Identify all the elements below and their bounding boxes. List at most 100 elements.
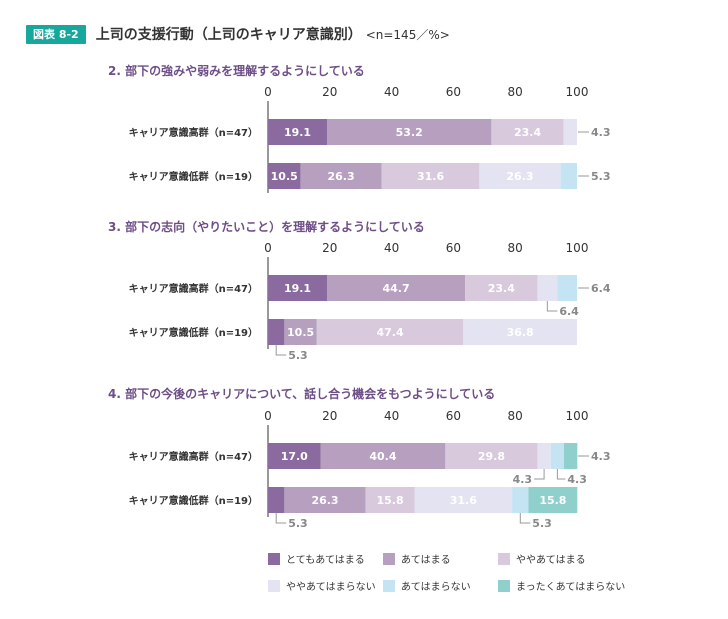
data-label: 5.3 [532,517,552,530]
stacked-bar-chart: 0 20 40 60 80 100 キャリア意識高群（n=47） 19.1 53.2 23.4 4.… [129,85,611,530]
bar-segment [268,487,285,513]
bar-segment [550,443,565,469]
figure-title: 上司の支援行動（上司のキャリア意識別） [95,27,362,43]
data-label: 4.3 [513,473,533,486]
data-label: 19.1 [284,126,311,139]
data-label: 23.4 [488,282,515,295]
data-label: 5.3 [288,349,308,362]
data-label: 47.4 [376,326,403,339]
data-label: 26.3 [328,170,355,183]
legend-item-3: ややあてはまる [498,551,586,566]
bar-segment [268,319,285,345]
x-tick-label: 0 [264,85,272,99]
callout-line [275,513,287,524]
legend-item-5: あてはまらない [383,578,471,593]
legend-swatch [498,579,510,592]
legend-label: ややあてはまる [516,555,586,566]
data-label: 53.2 [396,126,423,139]
panel-title-2: 2. 部下の強みや弱みを理解するようにしている [108,64,365,78]
bar-segment [563,119,577,145]
row-label: キャリア意識高群（n=47） [129,450,258,463]
x-tick-label: 20 [322,85,337,99]
bar-segment [316,319,464,345]
legend-item-1: とてもあてはまる [268,551,365,566]
figure-note: <n=145／%> [365,27,450,42]
bar-segment [557,275,577,301]
bar-segment [463,319,577,345]
x-tick-label: 20 [322,409,337,423]
x-tick-label: 0 [264,241,272,255]
row-label: キャリア意識低群（n=19） [129,326,258,339]
row-label: キャリア意識高群（n=47） [129,282,258,295]
x-tick-label: 100 [566,409,589,423]
data-label: 6.4 [559,305,579,318]
bar-segment [491,119,564,145]
data-label: 26.3 [506,170,533,183]
bar-segment [284,487,366,513]
data-label: 10.5 [271,170,298,183]
data-label: 5.3 [591,170,611,183]
legend-label: あてはまらない [401,582,471,593]
data-label: 23.4 [514,126,541,139]
data-label: 15.8 [376,494,403,507]
data-label: 4.3 [591,450,611,463]
data-label: 17.0 [281,450,308,463]
data-label: 44.7 [383,282,410,295]
bar-segment [268,163,301,189]
x-tick-label: 100 [566,85,589,99]
bar-segment [381,163,480,189]
bar-segment [537,275,558,301]
data-label: 15.8 [539,494,566,507]
callout-line [556,469,566,480]
bar-segment [268,119,328,145]
x-tick-label: 60 [446,85,461,99]
x-tick-label: 60 [446,241,461,255]
x-tick-label: 60 [446,409,461,423]
legend-item-2: あてはまる [383,551,451,566]
x-tick-label: 40 [384,85,399,99]
data-label: 40.4 [369,450,396,463]
legend-label: とてもあてはまる [286,555,365,566]
legend-swatch [268,579,280,592]
x-tick-label: 80 [508,241,523,255]
x-tick-label: 0 [264,409,272,423]
legend-swatch [383,579,395,592]
data-label: 31.6 [417,170,444,183]
bar-segment [327,119,492,145]
data-label: 5.3 [288,517,308,530]
callout-line [534,469,545,480]
data-label: 6.4 [591,282,611,295]
data-label: 31.6 [450,494,477,507]
legend-label: あてはまる [401,555,451,566]
bar-segment [537,443,551,469]
data-label: 29.8 [478,450,505,463]
data-label: 4.3 [591,126,611,139]
legend-swatch [498,552,510,565]
legend-item-4: ややあてはまらない [268,578,376,593]
bar-segment [465,275,538,301]
row-label: キャリア意識高群（n=47） [129,126,258,139]
x-tick-label: 80 [508,409,523,423]
callout-line [519,513,531,524]
row-label: キャリア意識低群（n=19） [129,494,258,507]
data-label: 26.3 [311,494,338,507]
row-label: キャリア意識低群（n=19） [129,170,258,183]
x-tick-label: 40 [384,409,399,423]
bar-segment [560,163,577,189]
figure-header: 図表 8-2 上司の支援行動（上司のキャリア意識別） <n=145／%> [26,24,450,44]
bar-segment [320,443,446,469]
legend-swatch [268,552,280,565]
bar-segment [268,275,328,301]
data-label: 19.1 [284,282,311,295]
data-label: 4.3 [567,473,587,486]
data-label: 10.5 [287,326,314,339]
bar-segment [512,487,529,513]
legend-swatch [383,552,395,565]
x-tick-label: 20 [322,241,337,255]
legend-label: ややあてはまらない [286,582,376,593]
legend-item-6: まったくあてはまらない [498,578,625,593]
bar-segment [365,487,415,513]
bar-segment [479,163,561,189]
bar-segment [300,163,382,189]
x-tick-label: 100 [566,241,589,255]
